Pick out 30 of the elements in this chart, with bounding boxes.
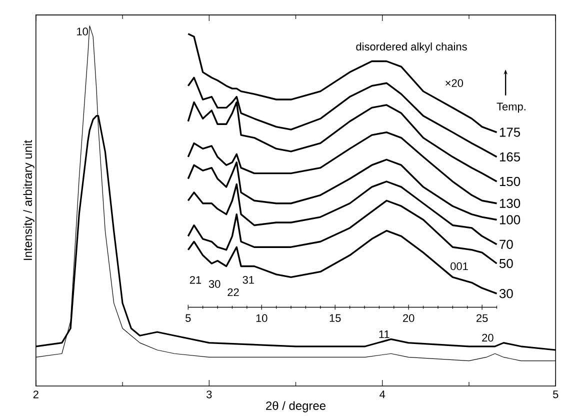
annotation: 20 [482,334,494,342]
annotation: ×20 [446,79,464,88]
series-label: 50 [499,258,513,268]
annotation: disordered alkyl chains [356,42,467,53]
series-label: 165 [500,152,520,162]
x-tick-label: 10 [256,314,268,322]
x-tick-label: 5 [553,390,558,398]
annotation: 10 [77,28,88,36]
annotation: 11 [379,330,390,338]
annotation: 22 [228,288,239,296]
x-tick-label: 20 [403,314,414,322]
annotation: 21 [190,276,202,284]
series-label: 175 [500,128,520,137]
x-tick-label: 15 [330,314,341,322]
annotation: 31 [242,276,254,284]
annotation: 30 [208,280,220,288]
series-label: 130 [500,198,520,208]
series-label: 30 [499,288,513,298]
annotation: Temp. [496,102,526,113]
series-label: 150 [500,176,520,186]
x-tick-label: 4 [380,390,386,398]
x-tick-label: 3 [206,390,212,398]
annotation: 001 [450,262,468,270]
x-axis-title: 2θ / degree [266,401,326,412]
series-label: 70 [500,240,513,249]
y-axis-title: Intensity / arbitrary unit [23,140,34,260]
x-tick-label: 25 [476,314,488,322]
series-label: 100 [500,215,520,224]
x-tick-label: 5 [186,314,191,322]
x-tick-label: 2 [33,390,38,398]
